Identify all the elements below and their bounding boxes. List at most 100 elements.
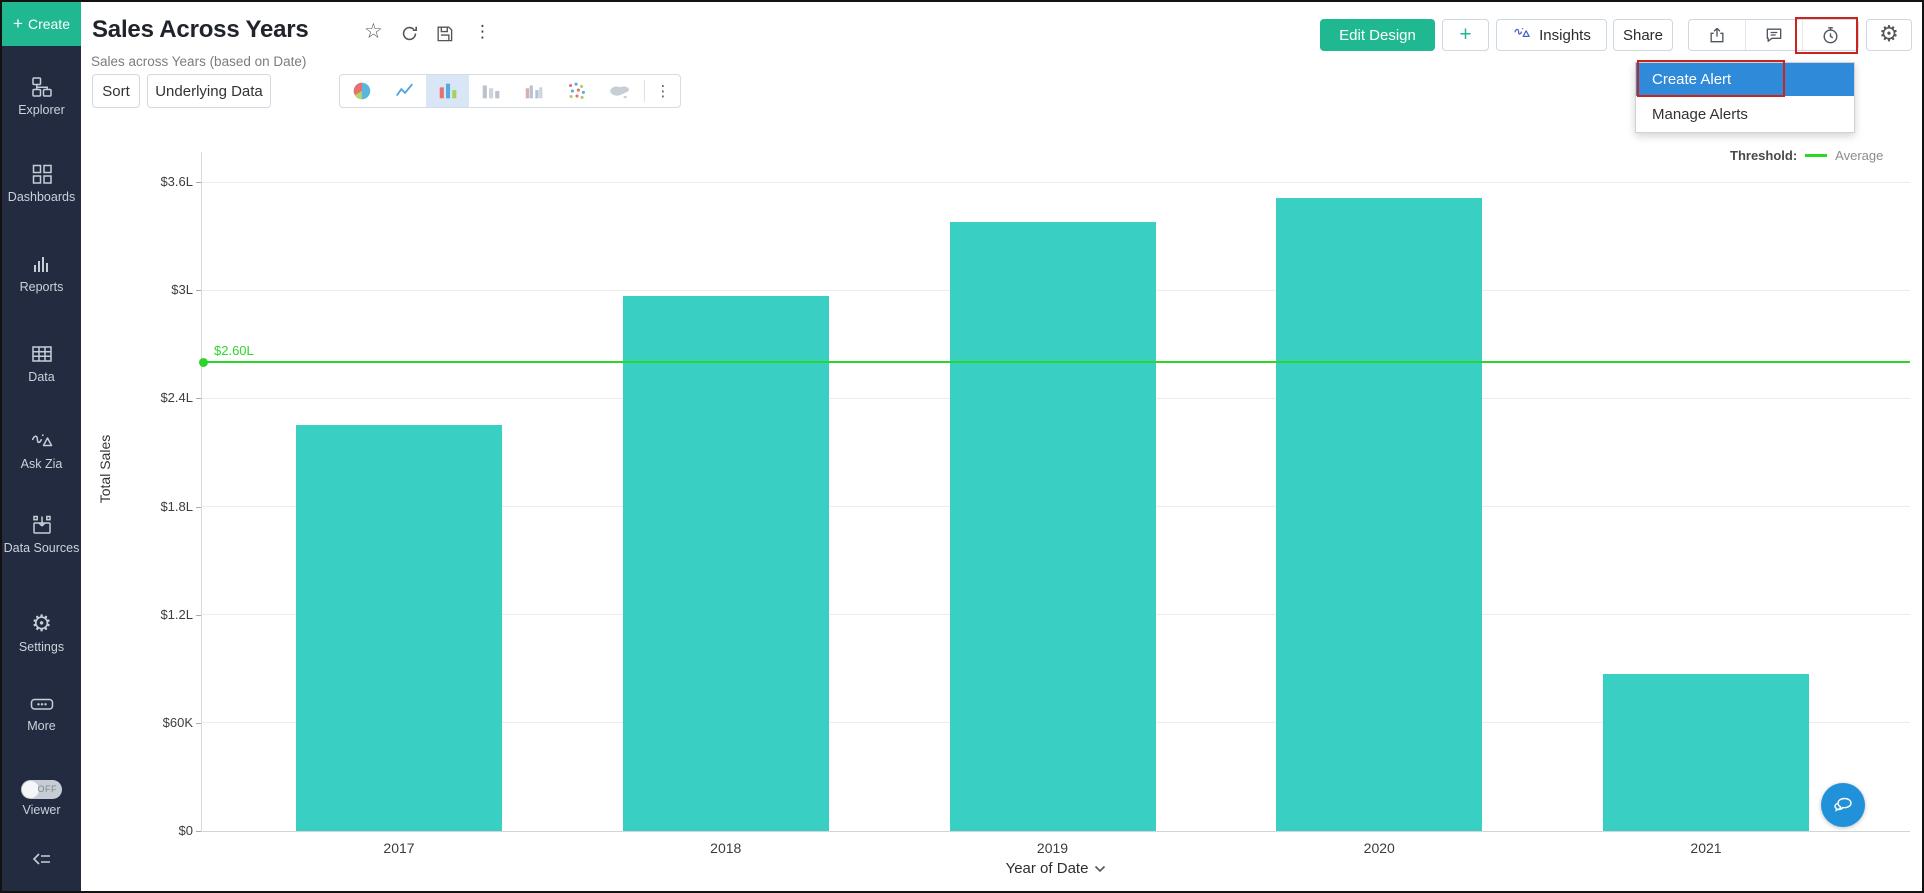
gridline [201,181,1910,183]
zia-insights-icon [1512,24,1532,46]
legend-line-swatch [1805,154,1828,157]
y-tick-label: $0 [178,823,193,838]
threshold-legend: Threshold: Average [1730,148,1883,163]
menu-item-create-alert[interactable]: Create Alert [1636,63,1854,96]
insights-label: Insights [1539,26,1591,44]
reports-bars-icon [30,252,54,276]
sidebar-item-reports[interactable]: Reports [2,252,81,296]
x-tick-label: 2021 [1690,840,1722,856]
comments-icon[interactable] [1745,20,1801,50]
insights-button[interactable]: Insights [1496,19,1607,51]
refresh-icon[interactable] [400,24,419,48]
threshold-dot [199,357,208,367]
x-tick-label: 2020 [1363,840,1395,856]
grouped-bar-chart-icon[interactable] [512,75,555,107]
more-vertical-icon[interactable]: ⋮ [474,22,491,42]
sidebar-item-ask-zia[interactable]: Ask Zia [2,429,81,473]
sidebar-item-dashboards[interactable]: Dashboards [2,162,81,206]
bar-2018[interactable] [622,295,829,831]
more-ellipsis-icon [29,693,55,715]
y-axis-tick [196,506,201,508]
line-chart-icon[interactable] [383,75,426,107]
toolbar-separator [644,80,645,102]
y-tick-label: $1.2L [160,606,193,622]
zia-chat-button[interactable] [1821,783,1865,827]
y-tick-label: $60K [162,714,193,730]
gear-icon: ⚙ [1879,22,1899,47]
sort-button[interactable]: Sort [92,74,140,108]
y-axis-tick [196,182,201,183]
sort-label: Sort [102,82,130,100]
share-button[interactable]: Share [1613,19,1673,51]
x-axis-title[interactable]: Year of Date [956,860,1156,877]
menu-item-label: Create Alert [1652,71,1732,88]
sidebar: + Create Explorer Dashboards [2,2,81,891]
add-button[interactable]: + [1442,19,1489,51]
menu-item-label: Manage Alerts [1652,105,1748,123]
y-tick-label: $3.6L [160,174,193,189]
scatter-chart-icon[interactable] [555,75,598,107]
plus-icon: + [13,13,23,33]
viewer-label: Viewer [22,803,61,817]
create-button[interactable]: + Create [2,2,81,46]
sidebar-item-data-sources[interactable]: Data Sources [2,513,81,557]
bar-2021[interactable] [1603,674,1809,831]
sidebar-item-label: Explorer [18,103,65,117]
y-axis-tick [196,398,201,400]
favorite-star-icon[interactable]: ☆ [364,19,383,43]
pie-chart-icon[interactable] [340,75,383,107]
sidebar-item-label: Dashboards [7,190,76,204]
sidebar-item-settings[interactable]: ⚙ Settings [2,612,81,656]
x-tick-label: 2018 [710,840,742,856]
collapse-sidebar-icon[interactable] [28,848,54,875]
bar-2019[interactable] [949,221,1156,831]
threshold-value-label: $2.60L [214,343,254,359]
underlying-data-button[interactable]: Underlying Data [147,74,271,108]
plus-icon: + [1459,23,1472,46]
y-tick-label: $1.8L [160,498,193,514]
ask-zia-icon [29,429,55,453]
bar-chart-icon-selected[interactable] [426,75,469,107]
export-share-icon[interactable] [1689,20,1745,50]
chat-bubbles-icon [1834,797,1852,812]
y-tick-label: $3L [171,282,193,298]
explorer-tree-icon [30,75,54,99]
x-axis-title-label: Year of Date [1005,860,1089,877]
sidebar-item-explorer[interactable]: Explorer [2,75,81,119]
underlying-data-label: Underlying Data [155,82,263,100]
sidebar-item-label: Data Sources [3,541,80,555]
sidebar-item-label: Data [28,370,55,384]
menu-item-manage-alerts[interactable]: Manage Alerts [1636,96,1854,132]
data-table-icon [30,342,54,366]
chart-type-panel: ⋮ [339,74,681,108]
page-title: Sales Across Years [92,16,309,43]
viewer-toggle[interactable]: OFF [21,780,62,799]
x-tick-label: 2019 [1036,840,1069,856]
header-icon-group [1688,19,1859,51]
bar-2017[interactable] [296,425,502,831]
sidebar-item-data[interactable]: Data [2,342,81,386]
more-chart-types-icon[interactable]: ⋮ [655,82,671,100]
edit-design-button[interactable]: Edit Design [1320,19,1435,51]
legend-title: Threshold: [1730,148,1798,163]
chevron-down-icon [1095,865,1106,872]
map-chart-icon[interactable] [598,75,641,107]
sidebar-item-more[interactable]: More [2,693,81,735]
x-tick-label: 2017 [383,840,415,856]
sidebar-item-label: Ask Zia [20,457,63,471]
save-icon[interactable] [435,24,454,48]
dashboards-grid-icon [30,162,54,186]
y-tick-label: $2.4L [160,390,193,406]
y-axis-line [201,152,202,831]
create-button-label: Create [27,16,70,32]
alerts-alarm-icon[interactable] [1801,20,1858,50]
sidebar-item-label: Settings [18,640,65,654]
settings-gear-button[interactable]: ⚙ [1866,19,1912,51]
data-sources-icon [30,513,54,537]
bar-2020[interactable] [1276,198,1483,831]
stacked-bar-chart-icon[interactable] [469,75,512,107]
toggle-knob [22,781,39,798]
toggle-state-label: OFF [37,784,57,794]
